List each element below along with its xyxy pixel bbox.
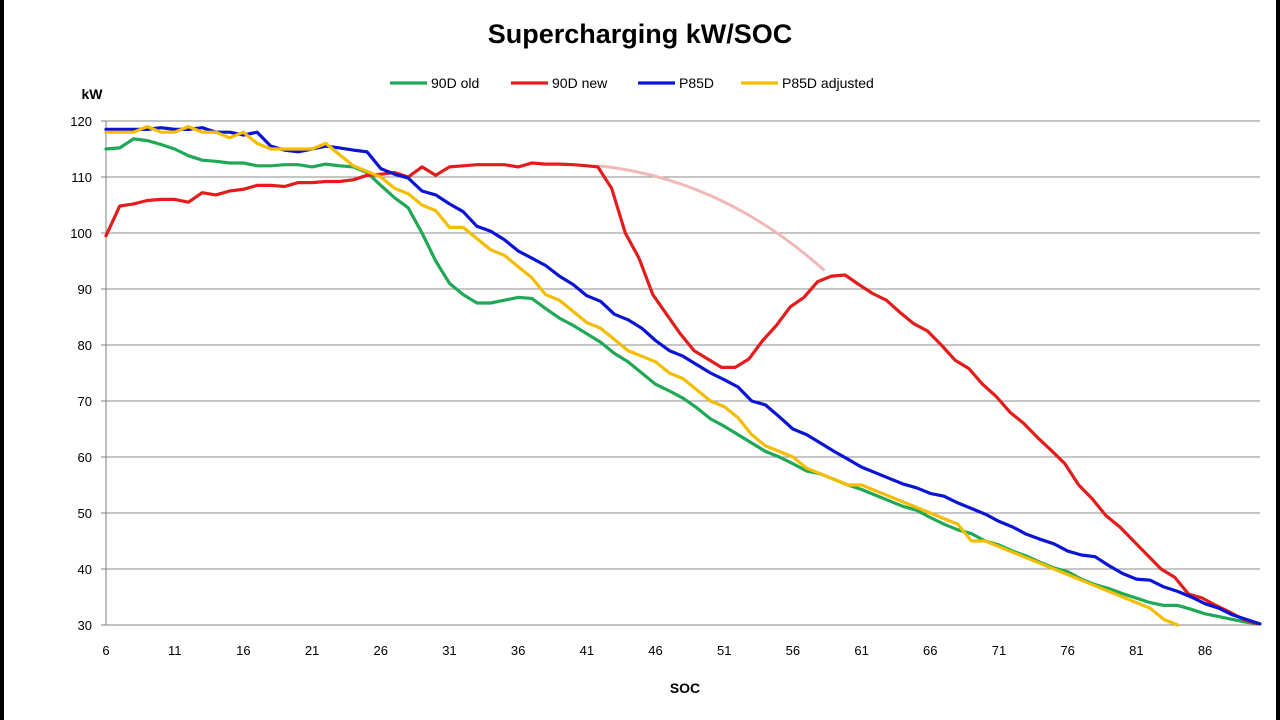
series-line-3 — [104, 125, 1180, 627]
series-line-0 — [104, 137, 1262, 626]
x-tick-label: 11 — [168, 643, 182, 658]
y-tick-label: 100 — [70, 226, 92, 241]
y-tick-label: 120 — [70, 114, 92, 129]
annotation — [597, 164, 826, 272]
y-tick-label: 60 — [78, 450, 92, 465]
x-tick-label: 71 — [992, 643, 1006, 658]
axes — [101, 120, 1260, 626]
x-tick-label: 56 — [786, 643, 800, 658]
annotation-arrow — [597, 164, 826, 272]
legend-label: P85D — [679, 75, 714, 91]
legend-label: 90D old — [431, 75, 479, 91]
x-tick-label: 51 — [717, 643, 731, 658]
x-tick-label: 46 — [648, 643, 662, 658]
chart-svg: Supercharging kW/SOC kW SOC 30 40 50 60 70 80… — [70, 19, 1262, 696]
x-axis-title: SOC — [670, 680, 700, 696]
plot-lines — [104, 125, 1262, 627]
y-tick-label: 50 — [78, 506, 92, 521]
series-line-2 — [104, 126, 1262, 626]
x-tick-label: 81 — [1129, 643, 1143, 658]
y-axis-title: kW — [82, 86, 104, 102]
x-tick-label: 36 — [511, 643, 525, 658]
x-tick-label: 66 — [923, 643, 937, 658]
y-tick-label: 40 — [78, 562, 92, 577]
y-tick-label: 110 — [71, 170, 92, 185]
y-tick-label: 90 — [78, 282, 92, 297]
x-tick-label: 76 — [1060, 643, 1074, 658]
x-tick-label: 21 — [305, 643, 319, 658]
x-tick-label: 26 — [374, 643, 388, 658]
grid — [106, 120, 1260, 570]
x-tick-label: 41 — [580, 643, 594, 658]
legend-label: 90D new — [552, 75, 608, 91]
legend-label: P85D adjusted — [782, 75, 874, 91]
y-tick-label: 30 — [78, 618, 92, 633]
y-tick-label: 70 — [78, 394, 92, 409]
y-tick-label: 80 — [78, 338, 92, 353]
x-tick-label: 6 — [102, 643, 109, 658]
series-line-1 — [104, 161, 1259, 626]
chart-title: Supercharging kW/SOC — [488, 19, 793, 49]
x-tick-label: 86 — [1198, 643, 1212, 658]
chart-area: Supercharging kW/SOC kW SOC 30 40 50 60 70 80… — [4, 0, 1276, 720]
x-tick-label: 61 — [854, 643, 868, 658]
legend: 90D old 90D new P85D P85D adjusted — [390, 75, 874, 91]
x-tick-label: 31 — [442, 643, 456, 658]
x-tick-label: 16 — [236, 643, 250, 658]
